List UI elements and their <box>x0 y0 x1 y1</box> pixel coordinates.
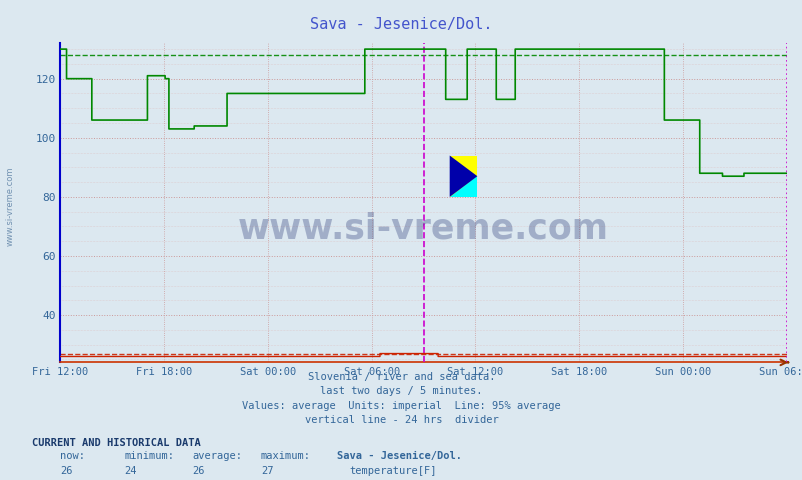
Text: Sava - Jesenice/Dol.: Sava - Jesenice/Dol. <box>337 451 462 461</box>
Text: Slovenia / river and sea data.: Slovenia / river and sea data. <box>307 372 495 382</box>
Text: maximum:: maximum: <box>261 451 310 461</box>
Polygon shape <box>449 176 476 197</box>
FancyBboxPatch shape <box>449 156 476 197</box>
Text: minimum:: minimum: <box>124 451 174 461</box>
Text: Values: average  Units: imperial  Line: 95% average: Values: average Units: imperial Line: 95… <box>242 401 560 411</box>
Text: now:: now: <box>60 451 85 461</box>
Text: 27: 27 <box>261 466 273 476</box>
Text: CURRENT AND HISTORICAL DATA: CURRENT AND HISTORICAL DATA <box>32 438 200 448</box>
Text: vertical line - 24 hrs  divider: vertical line - 24 hrs divider <box>304 415 498 425</box>
Text: temperature[F]: temperature[F] <box>349 466 436 476</box>
Text: 26: 26 <box>192 466 205 476</box>
Text: last two days / 5 minutes.: last two days / 5 minutes. <box>320 386 482 396</box>
Text: www.si-vreme.com: www.si-vreme.com <box>6 167 15 246</box>
Text: www.si-vreme.com: www.si-vreme.com <box>237 211 609 245</box>
Text: 26: 26 <box>60 466 73 476</box>
Text: average:: average: <box>192 451 242 461</box>
Text: Sava - Jesenice/Dol.: Sava - Jesenice/Dol. <box>310 17 492 32</box>
Polygon shape <box>449 156 476 197</box>
Text: 24: 24 <box>124 466 137 476</box>
